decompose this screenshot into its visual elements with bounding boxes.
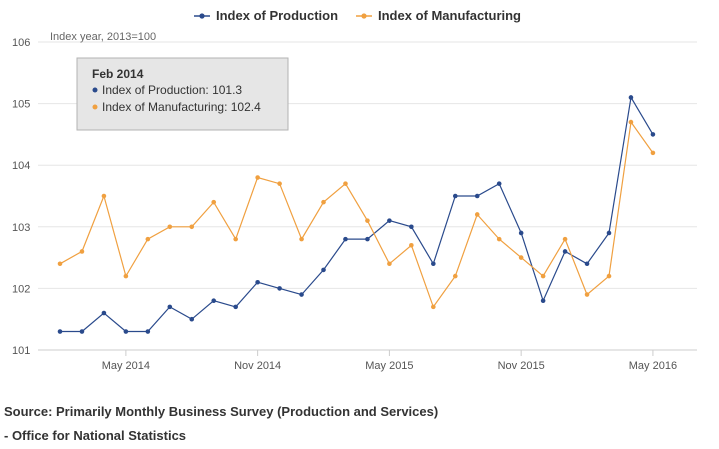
- data-point[interactable]: [431, 261, 436, 267]
- legend-label: Index of Manufacturing: [378, 8, 521, 23]
- tooltip-bullet-icon: [92, 104, 98, 110]
- x-tick-label: May 2015: [365, 360, 413, 372]
- data-point[interactable]: [496, 236, 502, 242]
- y-tick-label: 105: [12, 99, 30, 111]
- data-point[interactable]: [496, 181, 502, 186]
- data-point[interactable]: [145, 329, 151, 334]
- data-point[interactable]: [474, 193, 480, 199]
- data-point[interactable]: [255, 279, 260, 285]
- tooltip-row: Index of Manufacturing: 102.4: [102, 100, 261, 114]
- legend-marker-icon: [361, 13, 367, 19]
- series-manufacturing: [57, 119, 656, 310]
- data-point[interactable]: [562, 236, 568, 242]
- data-point[interactable]: [584, 261, 590, 267]
- data-point[interactable]: [233, 236, 238, 242]
- data-point[interactable]: [562, 249, 568, 254]
- tooltip-title: Feb 2014: [92, 67, 144, 81]
- data-point[interactable]: [343, 236, 348, 242]
- tooltip-box: [76, 57, 289, 131]
- x-tick-label: May 2016: [629, 360, 677, 372]
- y-tick-label: 106: [12, 37, 30, 49]
- data-point[interactable]: [409, 242, 414, 248]
- data-point[interactable]: [584, 292, 590, 297]
- tooltip-bullet-icon: [92, 87, 98, 93]
- data-point[interactable]: [321, 199, 326, 205]
- data-point[interactable]: [57, 261, 63, 267]
- data-point[interactable]: [211, 199, 217, 205]
- legend-item-manufacturing[interactable]: Index of Manufacturing: [356, 8, 521, 23]
- series-group: [57, 95, 656, 334]
- series-production: [57, 95, 656, 334]
- y-axis-label: Index year, 2013=100: [50, 31, 156, 43]
- data-point[interactable]: [606, 273, 612, 279]
- data-point[interactable]: [123, 329, 129, 334]
- data-point[interactable]: [101, 193, 107, 199]
- data-point[interactable]: [387, 218, 392, 223]
- data-point[interactable]: [211, 298, 217, 304]
- data-point[interactable]: [343, 181, 348, 186]
- data-point[interactable]: [540, 298, 546, 304]
- legend-label: Index of Production: [216, 8, 338, 23]
- x-axis: May 2014 Nov 2014 May 2015 Nov 2015 May 2016: [102, 350, 677, 372]
- x-tick-label: Nov 2014: [234, 360, 281, 372]
- data-point[interactable]: [277, 286, 282, 291]
- data-point[interactable]: [628, 95, 634, 100]
- y-tick-label: 104: [12, 160, 30, 172]
- data-point[interactable]: [650, 150, 656, 156]
- data-point[interactable]: [299, 236, 304, 242]
- data-point[interactable]: [518, 255, 524, 260]
- data-point[interactable]: [233, 304, 238, 310]
- series-line: [59, 120, 654, 309]
- data-point[interactable]: [123, 273, 129, 279]
- data-point[interactable]: [606, 230, 612, 236]
- data-point[interactable]: [167, 304, 173, 310]
- data-point[interactable]: [650, 132, 656, 137]
- data-point[interactable]: [474, 212, 480, 217]
- y-tick-label: 103: [12, 222, 30, 234]
- data-point[interactable]: [431, 304, 436, 310]
- series-line: [60, 95, 654, 333]
- data-point[interactable]: [540, 273, 546, 279]
- source-line-2: - Office for National Statistics: [4, 428, 187, 443]
- data-point[interactable]: [79, 249, 85, 254]
- data-point[interactable]: [365, 218, 370, 223]
- data-point[interactable]: [189, 224, 195, 230]
- y-tick-label: 102: [12, 283, 30, 295]
- x-tick-label: May 2014: [102, 360, 150, 372]
- data-point[interactable]: [189, 316, 195, 322]
- data-point[interactable]: [321, 267, 326, 273]
- data-point[interactable]: [255, 175, 260, 180]
- data-point[interactable]: [409, 224, 414, 230]
- legend[interactable]: Index of Production Index of Manufacturin…: [194, 8, 521, 23]
- tooltip-row: Index of Production: 101.3: [102, 83, 242, 97]
- data-point[interactable]: [145, 236, 151, 242]
- legend-marker-icon: [199, 13, 205, 19]
- data-point[interactable]: [277, 181, 282, 186]
- data-point[interactable]: [167, 224, 173, 230]
- legend-item-production[interactable]: Index of Production: [194, 8, 338, 23]
- y-tick-label: 101: [12, 345, 30, 357]
- data-point[interactable]: [387, 261, 392, 267]
- x-tick-label: Nov 2015: [498, 360, 545, 372]
- tooltip: Feb 2014 Index of Production: 101.3 Index …: [76, 57, 289, 131]
- data-point[interactable]: [518, 230, 524, 236]
- data-point[interactable]: [365, 236, 370, 242]
- source-line-1: Source: Primarily Monthly Business Surve…: [4, 404, 439, 419]
- data-point[interactable]: [79, 329, 85, 334]
- data-point[interactable]: [299, 292, 304, 297]
- data-point[interactable]: [628, 119, 634, 125]
- data-point[interactable]: [101, 310, 107, 316]
- y-axis: 101 102 103 104 105 106: [12, 37, 30, 357]
- data-point[interactable]: [57, 329, 63, 334]
- data-point[interactable]: [452, 193, 458, 199]
- data-point[interactable]: [452, 273, 458, 279]
